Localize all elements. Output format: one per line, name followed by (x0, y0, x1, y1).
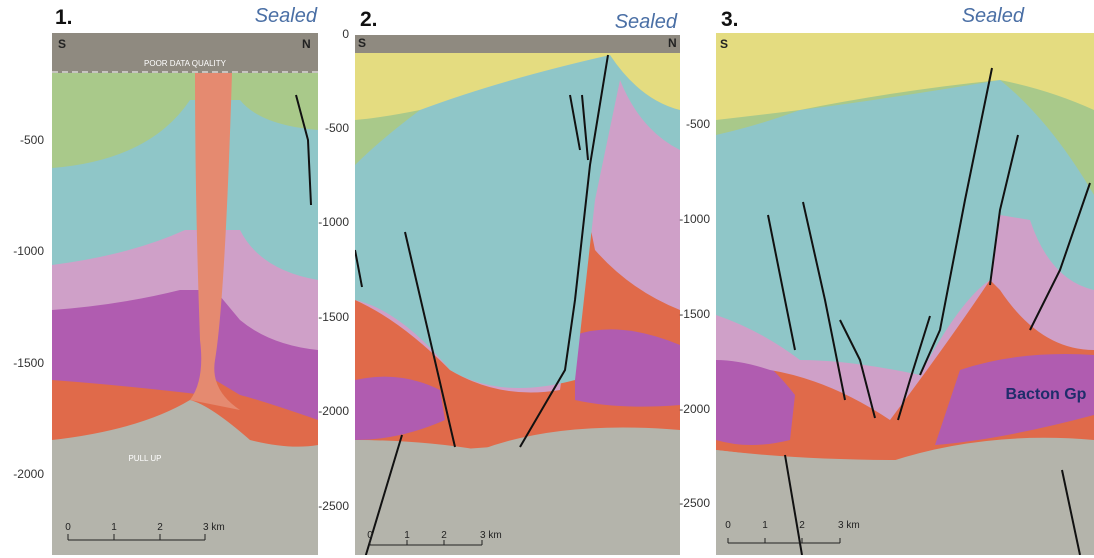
depth-tick: -1500 (318, 310, 349, 324)
scale-label: 2 (799, 520, 805, 531)
seismic-section-1 (52, 33, 318, 555)
orientation-label: N (302, 37, 311, 51)
depth-tick: -1000 (679, 212, 710, 226)
depth-tick: -2500 (318, 499, 349, 513)
orientation-label: N (668, 36, 677, 50)
status: Sealed (615, 11, 678, 33)
panel-number: 3. (721, 8, 739, 31)
scale-label: 1 (404, 530, 410, 541)
depth-tick: -500 (20, 133, 44, 147)
annotation: POOR DATA QUALITY (144, 59, 227, 68)
scale-label: 3 km (480, 530, 502, 541)
seismic-section-2 (355, 35, 680, 558)
annotation: Bacton Gp (1006, 386, 1087, 403)
scale-label: 1 (111, 522, 117, 533)
depth-tick: -2000 (13, 467, 44, 481)
panel-number: 2. (360, 8, 378, 31)
depth-tick: -2500 (679, 496, 710, 510)
depth-tick: -1000 (13, 244, 44, 258)
scale-label: 2 (157, 522, 163, 533)
depth-tick: -2000 (318, 404, 349, 418)
scale-label: 0 (65, 522, 71, 533)
figure: POOR DATA QUALITY PULL UP 1. Sealed S N … (0, 0, 1094, 558)
seismic-section-3 (716, 33, 1094, 555)
scale-label: 2 (441, 530, 447, 541)
orientation-label: S (58, 37, 66, 51)
scale-label: 0 (367, 530, 373, 541)
status: Sealed (962, 5, 1025, 27)
scale-label: 3 km (838, 520, 860, 531)
depth-tick: -1500 (13, 356, 44, 370)
depth-tick: -500 (686, 117, 710, 131)
depth-tick: 0 (342, 27, 349, 41)
scale-label: 0 (725, 520, 731, 531)
panel-number: 1. (55, 6, 73, 29)
depth-tick: -1500 (679, 307, 710, 321)
depth-tick: -2000 (679, 402, 710, 416)
orientation-label: S (720, 37, 728, 51)
annotation: PULL UP (128, 454, 161, 463)
depth-tick: -1000 (318, 215, 349, 229)
scale-label: 3 km (203, 522, 225, 533)
depth-tick: -500 (325, 121, 349, 135)
scale-label: 1 (762, 520, 768, 531)
status: Sealed (255, 5, 318, 27)
orientation-label: S (358, 36, 366, 50)
